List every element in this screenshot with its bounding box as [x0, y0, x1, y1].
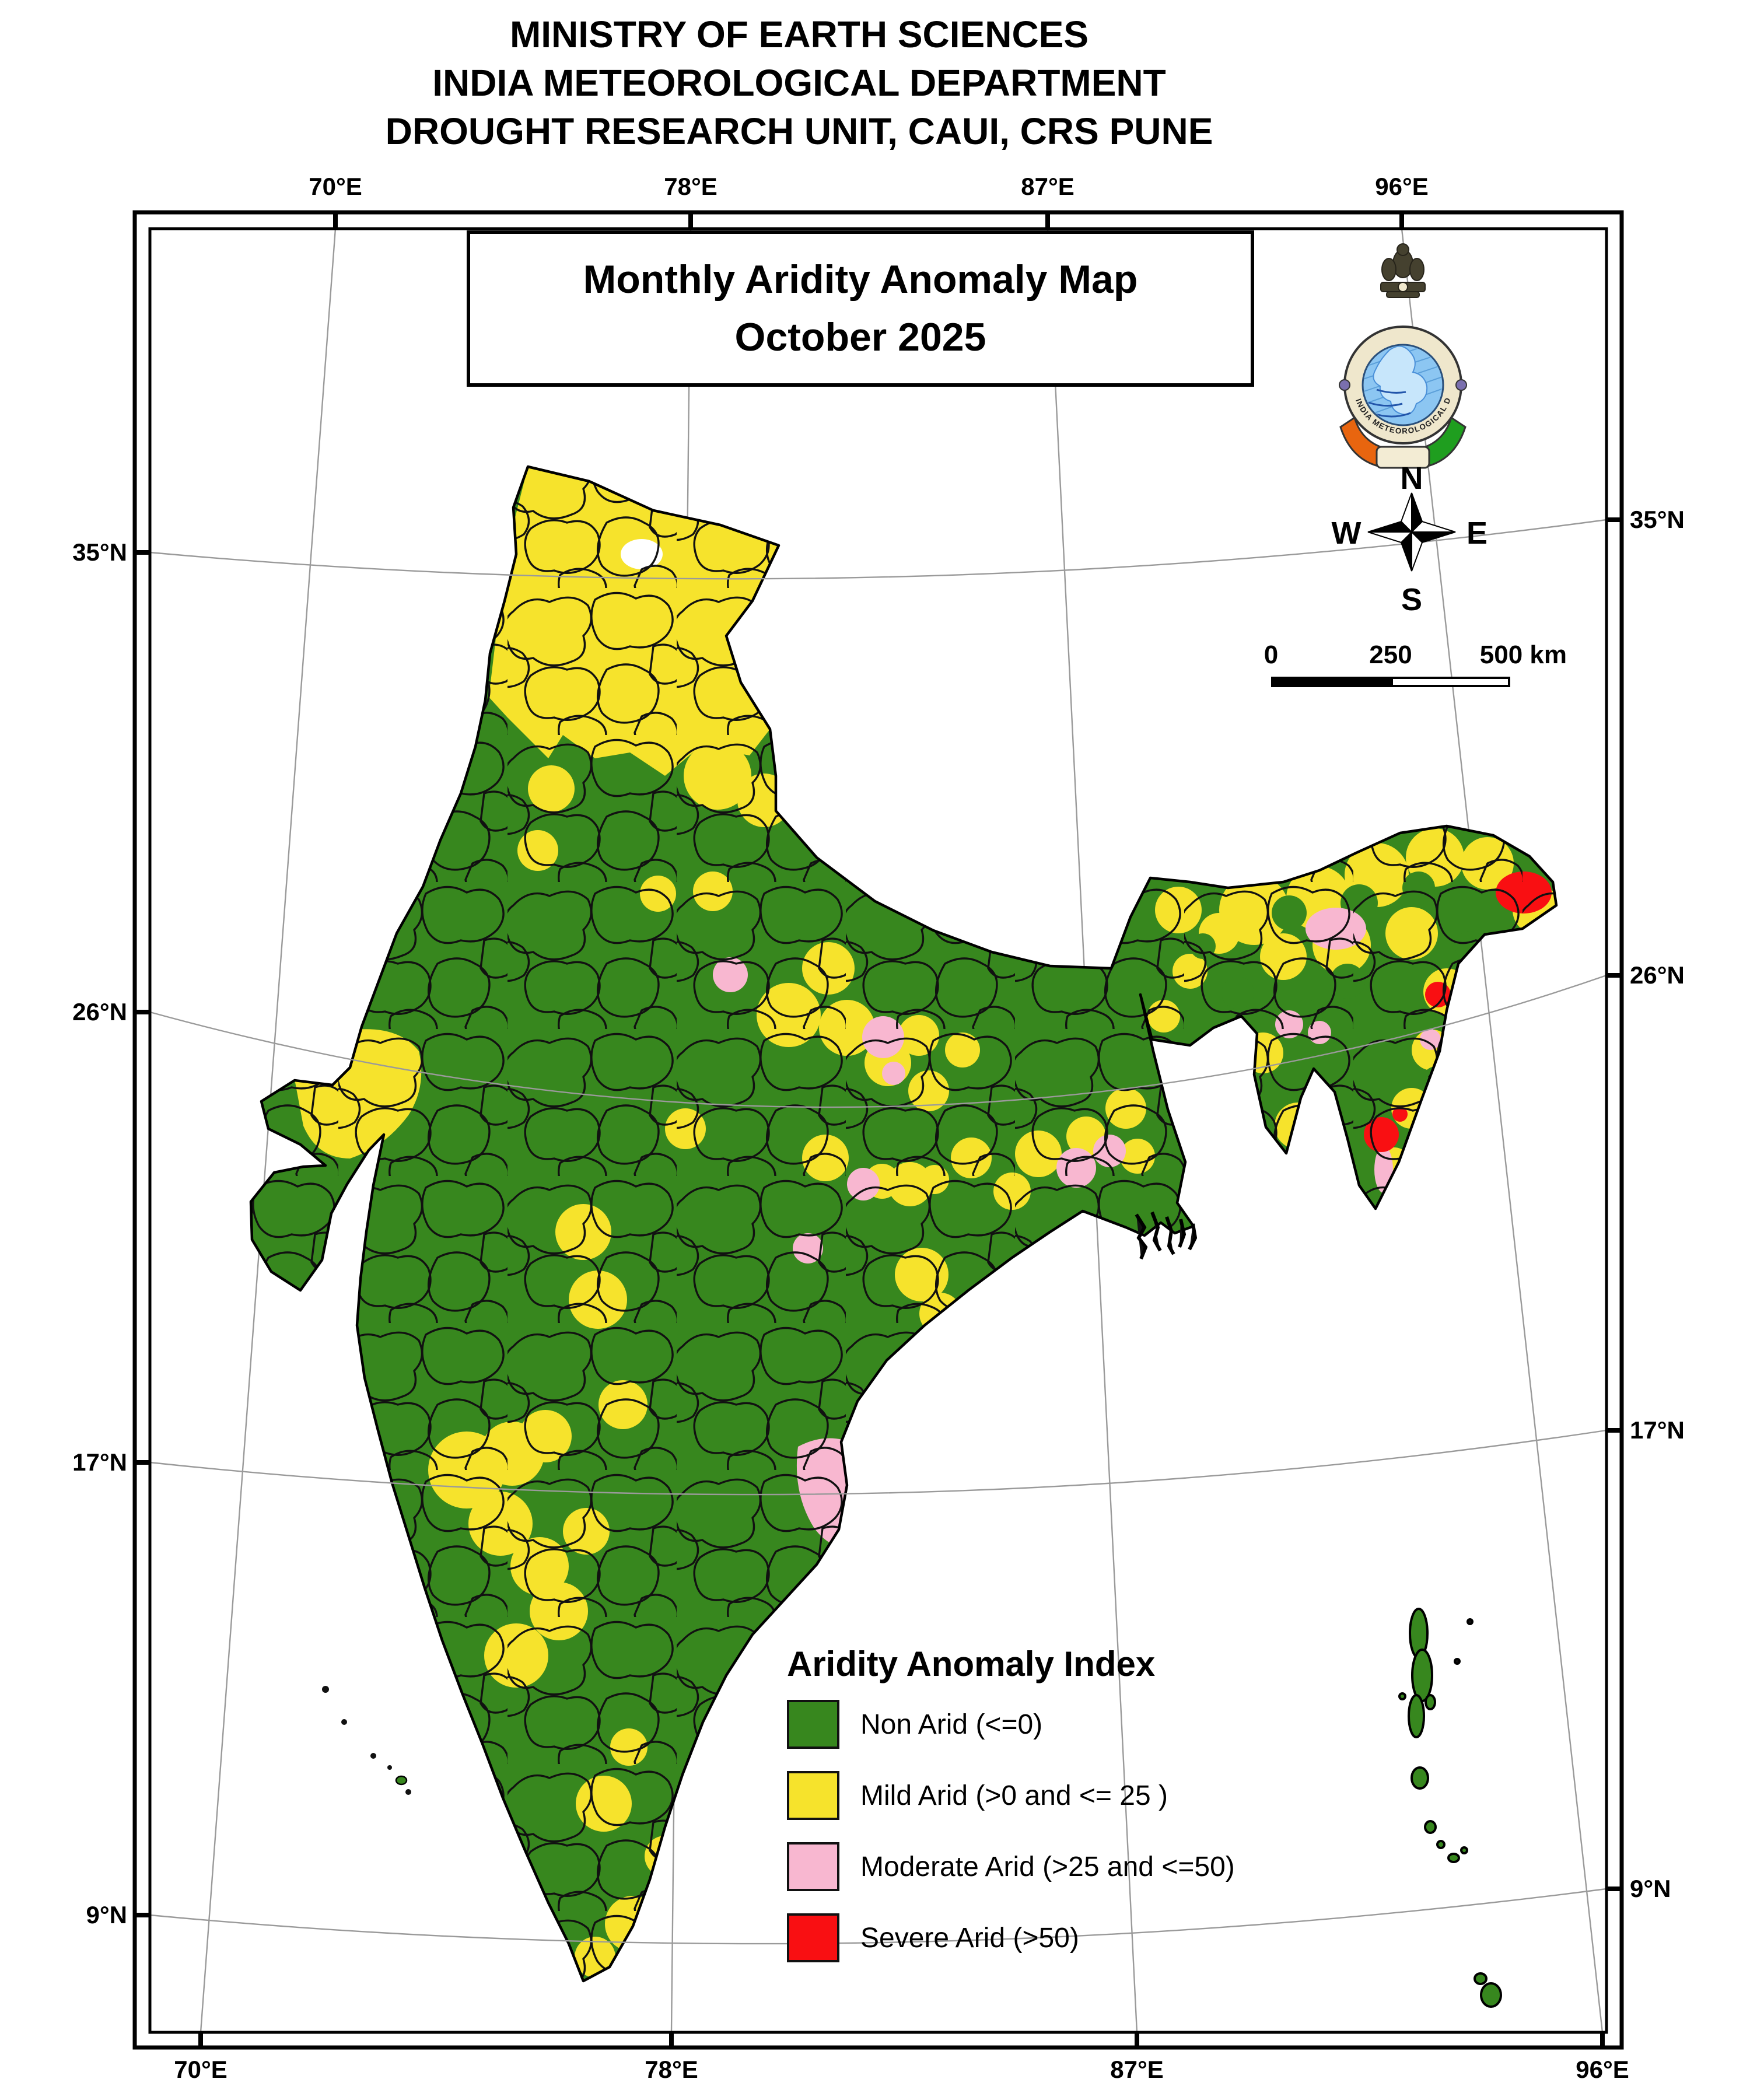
legend-label-mild-arid: Mild Arid (>0 and <= 25 ): [860, 1780, 1168, 1811]
legend-label-severe-arid: Severe Arid (>50): [860, 1922, 1079, 1954]
map-title-box: Monthly Aridity Anomaly Map October 2025: [467, 230, 1254, 387]
axis-label-left-17n: 17°N: [72, 1448, 127, 1476]
parallel-26n: [149, 974, 1607, 1108]
inner-frame: [148, 227, 1608, 2034]
legend-swatch-mild-arid: [787, 1771, 839, 1820]
axis-label-bottom-96e: 96°E: [1576, 2056, 1629, 2083]
legend-swatch-severe-arid: [787, 1913, 839, 1962]
map-frame: [132, 210, 1624, 2050]
map-title-line1: Monthly Aridity Anomaly Map: [583, 257, 1138, 302]
logo-ribbons: [1339, 416, 1466, 469]
compass-north-label: N: [1401, 461, 1423, 496]
compass-south-label: S: [1401, 582, 1422, 617]
axis-label-right-9n: 9°N: [1630, 1875, 1671, 1902]
scale-mid-label: 250: [1369, 640, 1412, 669]
scale-start-label: 0: [1264, 640, 1279, 669]
legend-label-non-arid: Non Arid (<=0): [860, 1709, 1043, 1740]
meridian-96e: [1401, 228, 1604, 2033]
scale-bar: 0 250 500 km: [1257, 640, 1567, 687]
compass-east-label: E: [1466, 516, 1488, 551]
frame-ticks: [135, 212, 1622, 2048]
scale-bar-empty-segment: [1391, 677, 1510, 687]
andaman-nicobar-islands: [1398, 1608, 1502, 2008]
axis-label-bottom-87e: 87°E: [1110, 2056, 1164, 2083]
axis-label-top-78e: 78°E: [664, 173, 718, 200]
logo-scroll: [1376, 446, 1430, 469]
parallel-17n: [149, 1429, 1607, 1496]
axis-label-left-9n: 9°N: [86, 1901, 128, 1929]
legend-row-mild-arid: Mild Arid (>0 and <= 25 ): [787, 1770, 1235, 1821]
outer-frame: [132, 210, 1624, 2050]
page-header: MINISTRY OF EARTH SCIENCES INDIA METEORO…: [0, 10, 1598, 156]
scale-bar-graphic: [1271, 677, 1510, 687]
legend-label-moderate-arid: Moderate Arid (>25 and <=50): [860, 1851, 1235, 1882]
logo-right-dot: [1455, 379, 1467, 391]
ashoka-emblem-icon: [1380, 243, 1426, 298]
legend-swatch-non-arid: [787, 1700, 839, 1749]
logo-globe-art: [1364, 346, 1442, 418]
axis-label-right-26n: 26°N: [1630, 961, 1685, 989]
axis-label-top-87e: 87°E: [1021, 173, 1074, 200]
compass-rose-icon: N E S W: [1332, 461, 1488, 617]
meridian-70e: [200, 228, 337, 2033]
header-line-ministry: MINISTRY OF EARTH SCIENCES: [509, 13, 1089, 55]
header-line-unit: DROUGHT RESEARCH UNIT, CAUI, CRS PUNE: [385, 110, 1213, 153]
legend: Aridity Anomaly Index Non Arid (<=0) Mil…: [787, 1644, 1235, 1984]
legend-row-moderate-arid: Moderate Arid (>25 and <=50): [787, 1842, 1235, 1892]
axis-label-top-96e: 96°E: [1375, 173, 1429, 200]
compass-west-label: W: [1332, 516, 1362, 551]
logo-left-dot: [1339, 379, 1350, 391]
axis-label-right-35n: 35°N: [1630, 506, 1685, 533]
sundarbans-delta: [1135, 1211, 1198, 1260]
axis-label-left-26n: 26°N: [72, 998, 127, 1026]
lakshadweep-islands: [322, 1686, 411, 1795]
axis-label-right-17n: 17°N: [1630, 1416, 1685, 1444]
parallel-35n: [149, 519, 1607, 580]
legend-swatch-moderate-arid: [787, 1842, 839, 1891]
axis-label-top-70e: 70°E: [309, 173, 362, 200]
parallels: [149, 519, 1607, 1945]
header-line-department: INDIA METEOROLOGICAL DEPARTMENT: [432, 62, 1166, 104]
parallel-9n: [149, 1888, 1607, 1945]
scale-bar-filled-segment: [1271, 677, 1391, 687]
map-title-line2: October 2025: [734, 315, 986, 359]
axis-label-bottom-78e: 78°E: [645, 2056, 698, 2083]
legend-row-non-arid: Non Arid (<=0): [787, 1699, 1235, 1749]
axis-label-bottom-70e: 70°E: [174, 2056, 228, 2083]
legend-row-severe-arid: Severe Arid (>50): [787, 1913, 1235, 1963]
axis-label-left-35n: 35°N: [72, 538, 127, 566]
scale-end-label: 500 km: [1479, 640, 1567, 669]
legend-title: Aridity Anomaly Index: [787, 1644, 1156, 1684]
